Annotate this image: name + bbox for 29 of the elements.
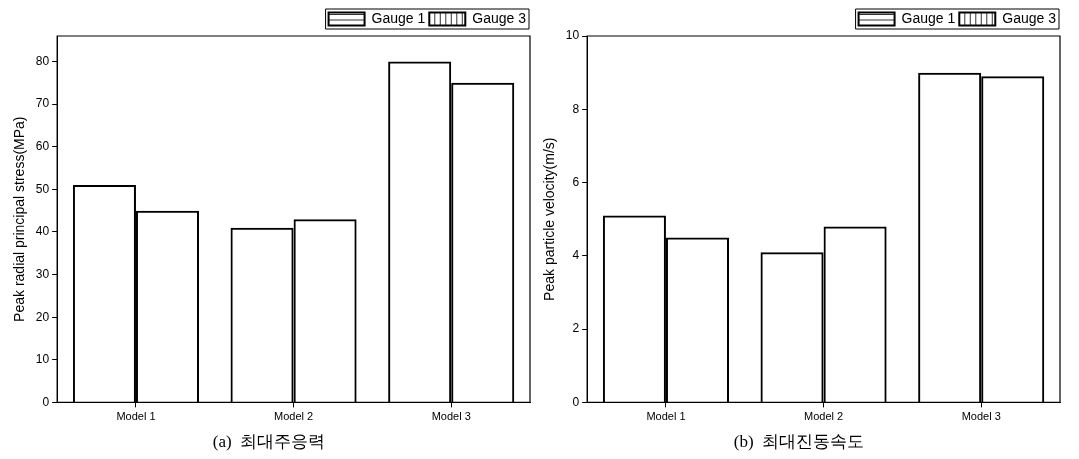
x-tick-label: Model 3: [431, 410, 471, 423]
text: (b) 최대진동속도: [733, 432, 865, 452]
y-tick-label: 40: [35, 224, 50, 239]
x-tick-label: Model 1: [116, 410, 156, 423]
y-tick-label: 8: [572, 101, 580, 116]
y-axis-title: Peak particle velocity(m/s): [541, 137, 558, 301]
y-tick-label: 4: [572, 248, 580, 263]
legend-label: Gauge 1: [371, 9, 426, 26]
legend-label: Gauge 3: [1002, 9, 1057, 26]
y-tick-label: 20: [35, 309, 50, 324]
y-tick-label: 30: [35, 266, 50, 281]
y-tick-label: 50: [35, 181, 50, 196]
legend-label: Gauge 1: [901, 9, 956, 26]
legend-label: Gauge 3: [472, 9, 527, 26]
x-tick-label: Model 3: [961, 410, 1001, 423]
x-tick-label: Model 2: [274, 410, 314, 423]
x-tick-label: Model 2: [804, 410, 844, 423]
y-tick-label: 0: [572, 394, 580, 409]
y-tick-label: 80: [35, 53, 50, 68]
x-tick-label: Model 1: [646, 410, 686, 423]
y-tick-label: 6: [572, 174, 580, 189]
y-tick-label: 10: [565, 28, 580, 43]
text: (a) 최대주응력: [212, 432, 326, 452]
y-tick-label: 0: [42, 394, 50, 409]
y-tick-label: 70: [35, 96, 50, 111]
y-tick-label: 2: [572, 321, 580, 336]
y-tick-label: 10: [35, 352, 50, 367]
y-tick-label: 60: [35, 139, 50, 154]
y-axis-title: Peak radial principal stress(MPa): [11, 116, 28, 322]
